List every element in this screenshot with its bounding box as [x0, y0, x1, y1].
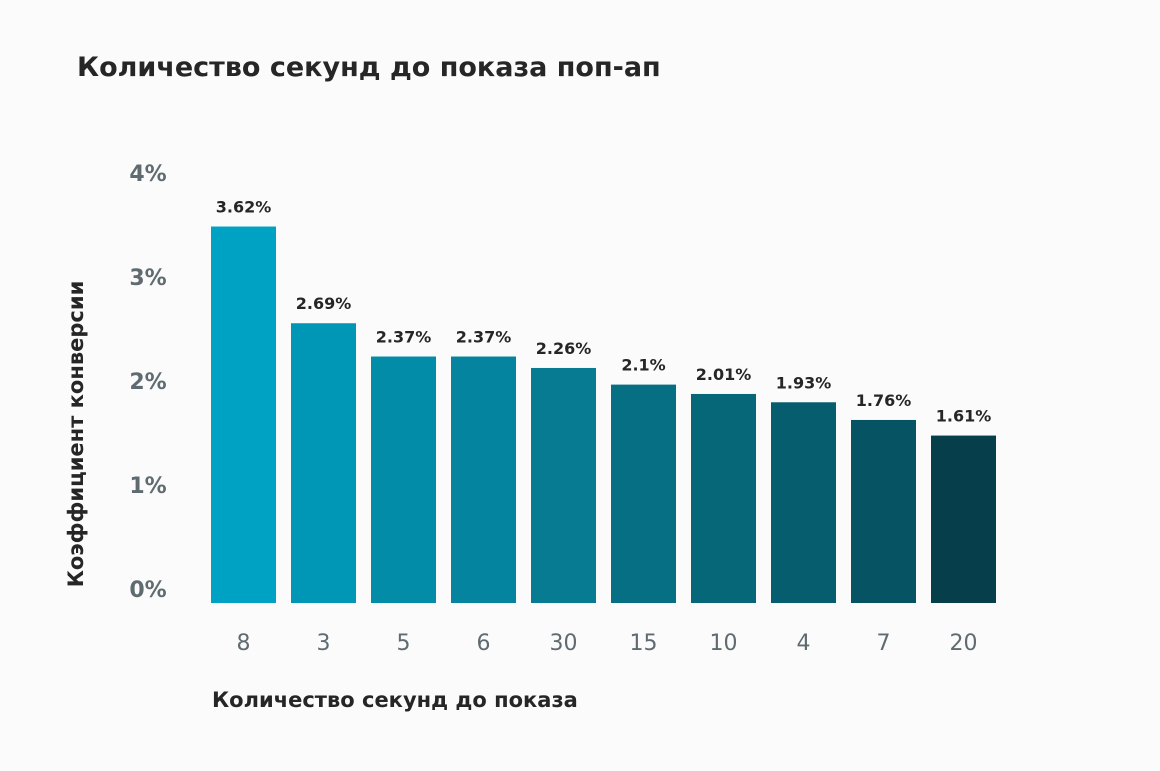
bar: [851, 419, 916, 603]
bar: [451, 356, 516, 603]
x-tick-label: 10: [710, 631, 738, 656]
x-tick-label: 3: [317, 631, 331, 656]
bar: [211, 226, 276, 603]
y-tick-label: 4%: [129, 162, 166, 187]
y-tick-label: 2%: [129, 370, 166, 395]
bar: [371, 356, 436, 603]
bar-data-label: 2.01%: [696, 365, 752, 384]
bar-data-label: 1.76%: [856, 391, 912, 410]
bar-data-label: 2.37%: [456, 328, 512, 347]
chart-title: Количество секунд до показа поп-ап: [77, 52, 661, 83]
y-tick-label: 0%: [129, 578, 166, 603]
bar: [291, 323, 356, 603]
bar-data-label: 2.37%: [376, 328, 432, 347]
x-tick-label: 7: [877, 631, 891, 656]
bar-data-label: 1.93%: [776, 373, 832, 392]
bar: [531, 367, 596, 603]
y-axis-ticks: 0% 1% 2% 3% 4%: [129, 162, 166, 603]
bars: [211, 226, 996, 603]
x-tick-label: 5: [397, 631, 411, 656]
x-axis-label: Количество секунд до показа: [212, 688, 578, 712]
bar: [611, 384, 676, 603]
bar-data-label: 3.62%: [216, 198, 272, 217]
x-tick-label: 8: [237, 631, 251, 656]
bar-data-label: 2.69%: [296, 294, 352, 313]
bar-data-label: 1.61%: [936, 407, 992, 426]
x-tick-label: 30: [550, 631, 578, 656]
y-tick-label: 1%: [129, 474, 166, 499]
x-tick-label: 15: [630, 631, 658, 656]
bar-data-label: 2.1%: [621, 356, 665, 375]
x-tick-label: 6: [477, 631, 491, 656]
x-tick-label: 4: [797, 631, 811, 656]
y-tick-label: 3%: [129, 266, 166, 291]
bar: [931, 435, 996, 603]
bar-data-labels: 3.62% 2.69% 2.37% 2.37% 2.26% 2.1% 2.01% 1.93% 1…: [216, 198, 992, 426]
bar: [771, 402, 836, 603]
bar-data-label: 2.26%: [536, 339, 592, 358]
bar: [691, 393, 756, 603]
x-axis-ticks: 8 3 5 6 30 15 10 4 7 20: [237, 631, 978, 656]
x-tick-label: 20: [950, 631, 978, 656]
